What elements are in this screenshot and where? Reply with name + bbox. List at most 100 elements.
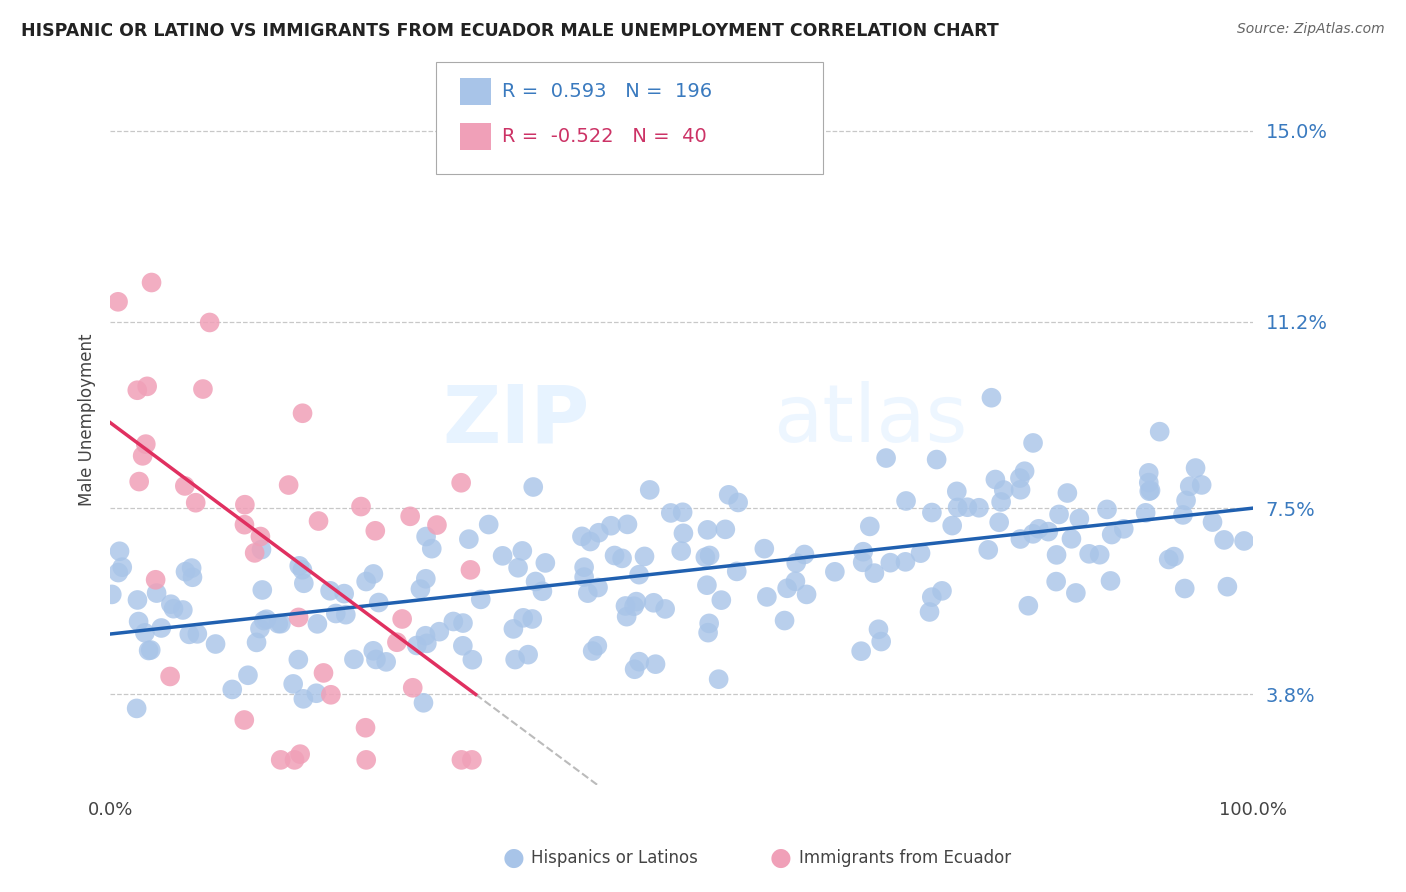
Point	[626, 594, 648, 608]
Point	[796, 587, 818, 601]
Point	[993, 483, 1015, 497]
Point	[354, 574, 377, 589]
Point	[638, 483, 661, 497]
Text: Source: ZipAtlas.com: Source: ZipAtlas.com	[1237, 22, 1385, 37]
Point	[1137, 475, 1160, 490]
Point	[186, 627, 208, 641]
Point	[628, 655, 651, 669]
Point	[250, 542, 273, 557]
Y-axis label: Male Unemployment: Male Unemployment	[79, 334, 96, 507]
Point	[162, 601, 184, 615]
Point	[136, 379, 159, 393]
Point	[180, 561, 202, 575]
Point	[1008, 471, 1031, 485]
Point	[510, 544, 533, 558]
Point	[1010, 532, 1032, 546]
Point	[402, 681, 425, 695]
Point	[1137, 466, 1160, 480]
Point	[138, 643, 160, 657]
Point	[441, 615, 464, 629]
Point	[1028, 522, 1050, 536]
Point	[1178, 479, 1201, 493]
Point	[1069, 511, 1091, 525]
Point	[717, 488, 740, 502]
Point	[672, 526, 695, 541]
Point	[416, 636, 439, 650]
Point	[506, 560, 529, 574]
Point	[1064, 586, 1087, 600]
Point	[204, 637, 226, 651]
Point	[145, 573, 167, 587]
Point	[461, 653, 484, 667]
Point	[150, 621, 173, 635]
Point	[1163, 549, 1185, 564]
Point	[644, 657, 666, 672]
Point	[233, 498, 256, 512]
Point	[292, 576, 315, 591]
Text: ZIP: ZIP	[443, 381, 591, 459]
Point	[291, 406, 314, 420]
Point	[292, 691, 315, 706]
Point	[145, 586, 167, 600]
Point	[333, 586, 356, 600]
Point	[491, 549, 513, 563]
Point	[517, 648, 540, 662]
Point	[628, 567, 651, 582]
Point	[335, 607, 357, 622]
Point	[925, 452, 948, 467]
Point	[181, 570, 204, 584]
Point	[785, 574, 807, 589]
Point	[824, 565, 846, 579]
Point	[1213, 533, 1236, 547]
Point	[868, 622, 890, 636]
Point	[249, 622, 271, 636]
Point	[131, 449, 153, 463]
Point	[450, 475, 472, 490]
Point	[697, 625, 720, 640]
Point	[409, 582, 432, 596]
Point	[287, 610, 309, 624]
Point	[415, 572, 437, 586]
Point	[990, 495, 1012, 509]
Point	[610, 551, 633, 566]
Point	[571, 529, 593, 543]
Point	[1184, 461, 1206, 475]
Point	[283, 753, 305, 767]
Point	[623, 599, 645, 614]
Point	[579, 534, 602, 549]
Point	[128, 475, 150, 489]
Point	[173, 479, 195, 493]
Point	[478, 517, 501, 532]
Point	[1101, 527, 1123, 541]
Point	[980, 391, 1002, 405]
Point	[1135, 506, 1157, 520]
Point	[696, 523, 718, 537]
Point	[233, 517, 256, 532]
Point	[1201, 515, 1223, 529]
Point	[614, 599, 637, 613]
Point	[221, 682, 243, 697]
Point	[1112, 522, 1135, 536]
Point	[243, 546, 266, 560]
Point	[128, 615, 150, 629]
Point	[502, 622, 524, 636]
Point	[588, 525, 610, 540]
Point	[714, 522, 737, 536]
Point	[412, 696, 434, 710]
Point	[695, 550, 717, 565]
Point	[288, 558, 311, 573]
Point	[107, 294, 129, 309]
Point	[179, 627, 201, 641]
Point	[707, 672, 730, 686]
Point	[921, 590, 943, 604]
Point	[363, 566, 385, 581]
Point	[343, 652, 366, 666]
Point	[1095, 502, 1118, 516]
Point	[174, 565, 197, 579]
Point	[582, 644, 605, 658]
Point	[111, 560, 134, 574]
Point	[253, 614, 276, 628]
Point	[793, 548, 815, 562]
Point	[603, 549, 626, 563]
Point	[1038, 524, 1060, 539]
